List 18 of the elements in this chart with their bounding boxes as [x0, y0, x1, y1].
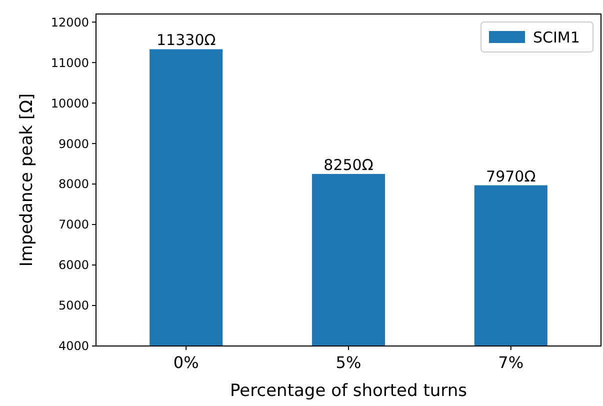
y-tick-label: 9000: [58, 136, 89, 151]
y-tick-label: 8000: [58, 177, 89, 192]
x-tick-label: 7%: [498, 353, 524, 372]
data-label: 8250Ω: [324, 156, 374, 174]
y-tick-label: 12000: [50, 15, 89, 30]
x-tick-label: 0%: [173, 353, 199, 372]
y-tick-label: 4000: [58, 339, 89, 354]
data-label: 11330Ω: [156, 31, 216, 50]
y-tick-label: 7000: [58, 218, 89, 232]
y-tick-label: 6000: [58, 258, 89, 272]
x-tick-label: 5%: [336, 353, 362, 372]
legend-label: SCIM1: [533, 28, 580, 46]
x-axis-title: Percentage of shorted turns: [230, 381, 468, 401]
y-tick-label: 10000: [50, 96, 89, 110]
y-tick-label: 5000: [58, 298, 89, 313]
y-tick-label: 11000: [50, 56, 89, 70]
y-axis-title: Impedance peak [Ω]: [17, 93, 37, 267]
data-label: 7970Ω: [486, 167, 536, 186]
